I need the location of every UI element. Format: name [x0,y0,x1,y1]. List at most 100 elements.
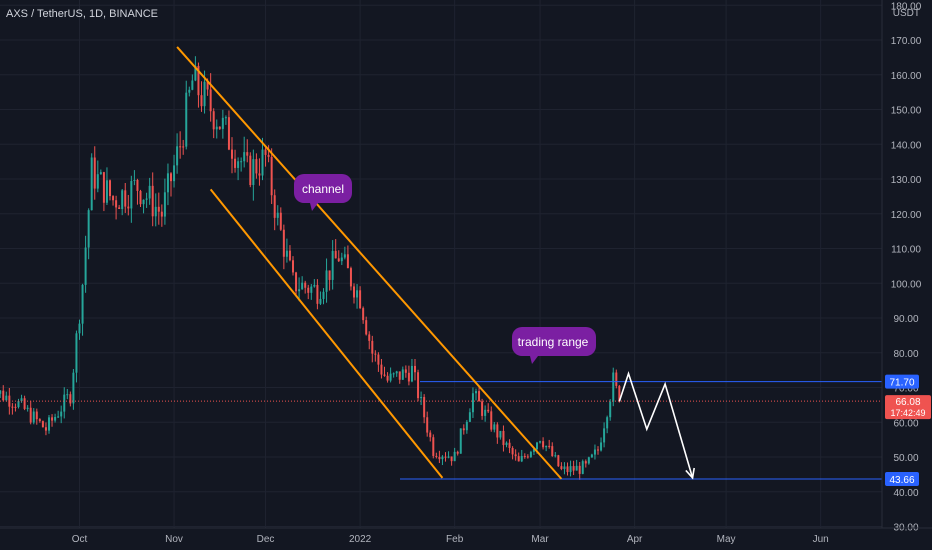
candle-body [72,372,75,404]
candle-body [227,117,230,150]
candle-body [600,442,603,451]
candle-body [66,394,69,396]
candle-body [490,411,493,430]
candle-body [124,190,127,207]
candle-body [224,117,227,119]
upper-level-value: 71.70 [889,378,914,389]
candle-body [572,466,575,471]
candle-body [255,159,258,174]
lower-level-tag-bg [885,472,919,487]
candle-body [432,437,435,456]
candle-body [359,290,362,309]
candle-body [148,185,151,199]
candle-body [215,126,218,130]
candle-body [163,192,166,217]
symbol-title[interactable]: AXS / TetherUS, 1D, BINANCE [6,8,158,20]
candle-body [93,157,96,189]
upper-level-tag-bg [885,374,919,389]
candle-body [270,156,273,196]
candle-body [258,173,261,176]
candle-body [96,174,99,189]
candle-body [389,373,392,381]
candle-body [26,407,29,409]
last-price-tag: 66.08 17:42:49 [885,395,931,420]
candle-body [383,374,386,376]
candle-body [343,254,346,258]
channel-bubble [294,174,352,211]
candle-body [487,409,490,412]
candle-body [14,406,17,408]
countdown-timer: 17:42:49 [890,408,925,418]
candle-body [612,372,615,402]
candle-body [484,409,487,416]
candle-body [417,372,420,399]
candle-body [133,179,136,181]
candle-body [319,298,322,304]
y-tick-label: 80.00 [893,349,918,360]
candle-body [453,451,456,462]
grid [0,0,882,528]
last-price-value: 66.08 [895,397,920,408]
candle-body [304,282,307,288]
candle-body [252,159,255,185]
candle-body [429,432,432,438]
candle-body [166,173,169,193]
candle-body [84,247,87,285]
candle-body [209,89,212,112]
projection-line [618,371,694,479]
candle-body [292,260,294,273]
candle-body [0,390,2,394]
candle-body [475,391,477,394]
candle-body [505,442,508,446]
y-tick-label: 170.00 [891,36,922,47]
candle-body [118,207,121,210]
candle-body [237,161,240,168]
candle-body [459,428,462,454]
candle-body [157,206,160,212]
candle-body [532,449,535,452]
candle-body [127,206,130,209]
candle-body [569,466,572,473]
candle-body [313,284,316,287]
candle-body [502,430,505,446]
upper-level-tag: 71.70 [885,374,919,389]
candles [0,56,621,480]
candle-body [139,190,142,205]
candle-body [548,445,551,447]
candle-body [179,146,182,148]
candle-body [194,66,197,81]
candle-body [5,395,8,401]
candle-body [182,146,185,148]
candle-body [130,180,133,209]
candle-body [48,417,50,431]
candle-body [112,196,115,201]
candle-body [212,111,215,130]
candle-body [450,456,453,462]
candle-body [349,268,352,287]
time-axis[interactable]: Oct Nov Dec 2022 Feb Mar Apr May Jun [0,527,932,545]
candle-body [231,149,233,159]
candle-body [365,320,368,335]
candle-body [142,199,145,205]
candle-body [301,282,304,290]
candle-body [426,417,429,433]
candle-body [105,180,108,203]
candle-body [508,442,511,448]
candle-body [41,421,44,428]
candle-body [102,172,105,203]
y-tick-label: 130.00 [891,175,922,186]
candle-body [441,456,444,460]
candle-body [20,398,23,402]
candle-body [438,456,441,460]
candle-body [554,455,557,457]
candle-body [603,428,606,443]
candle-body [520,455,523,462]
candle-body [322,291,325,299]
x-tick-label: Apr [627,534,643,545]
candle-body [38,419,41,422]
candle-body [444,456,447,458]
candle-body [395,371,398,374]
x-tick-label: 2022 [349,534,372,545]
candle-body [435,455,438,457]
